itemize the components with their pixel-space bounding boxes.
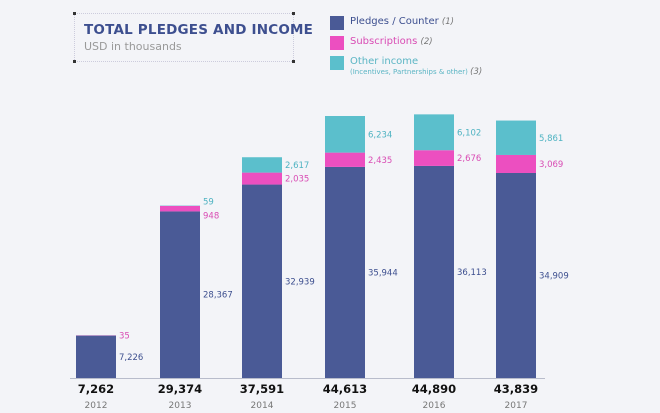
bar-segment-2015-0 [325, 166, 365, 378]
bar-segment-2013-1 [160, 205, 200, 212]
x-tick-label: 2012 [85, 401, 108, 411]
bar-segment-2016-2 [414, 114, 454, 151]
bar-segment-2014-2 [242, 157, 282, 173]
total-label: 7,262 [78, 382, 114, 396]
data-label: 6,102 [457, 128, 481, 138]
bar-segment-2015-1 [325, 152, 365, 167]
data-label: 3,069 [539, 160, 563, 170]
data-label: 948 [203, 211, 219, 221]
data-label: 2,435 [368, 156, 392, 166]
total-label: 43,839 [494, 382, 538, 396]
data-label: 2,617 [285, 161, 309, 171]
x-tick-label: 2017 [505, 401, 528, 411]
data-label: 7,226 [119, 353, 143, 363]
chart-subtitle: USD in thousands [84, 40, 182, 53]
chart-title: TOTAL PLEDGES AND INCOME [84, 22, 314, 38]
bar-segment-2017-2 [496, 120, 536, 155]
x-tick-label: 2015 [334, 401, 357, 411]
total-label: 37,591 [240, 382, 284, 396]
data-label: 6,234 [368, 130, 392, 140]
data-label: 32,939 [285, 277, 315, 287]
bar-segment-2016-1 [414, 150, 454, 166]
bar-segment-2017-0 [496, 172, 536, 378]
data-label: 35,944 [368, 268, 398, 278]
bar-segment-2014-1 [242, 172, 282, 185]
x-tick-label: 2016 [423, 401, 446, 411]
data-label: 5,861 [539, 134, 563, 144]
bar-segment-2015-2 [325, 116, 365, 153]
total-label: 44,613 [323, 382, 367, 396]
data-label: 35 [119, 331, 130, 341]
x-tick-label: 2013 [169, 401, 192, 411]
bar-segment-2012-0 [76, 335, 116, 378]
bar-segment-2017-1 [496, 154, 536, 173]
data-label: 28,367 [203, 291, 233, 301]
title-box [73, 12, 295, 63]
data-label: 36,113 [457, 268, 487, 278]
data-label: 2,035 [285, 175, 309, 185]
x-tick-label: 2014 [251, 401, 274, 411]
bar-segment-2016-0 [414, 165, 454, 378]
total-label: 29,374 [158, 382, 202, 396]
data-label: 2,676 [457, 154, 481, 164]
data-label: 59 [203, 197, 214, 207]
bar-segment-2013-0 [160, 211, 200, 378]
total-label: 44,890 [412, 382, 456, 396]
bar-segment-2014-0 [242, 184, 282, 378]
data-label: 34,909 [539, 271, 569, 281]
